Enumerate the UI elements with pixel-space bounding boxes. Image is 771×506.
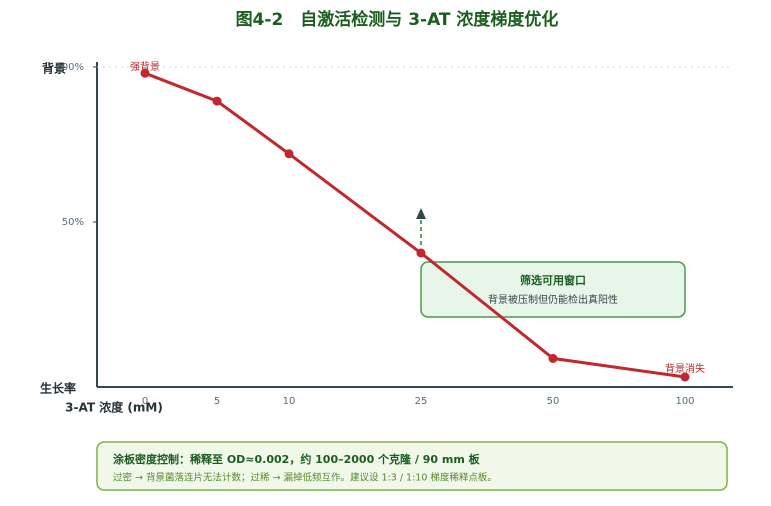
note-box: [96, 441, 728, 491]
point: [548, 353, 558, 363]
y-tick-label: 100%: [55, 62, 84, 73]
x-label: 3-AT 浓度 (mM): [65, 400, 163, 415]
annotation: 背景消失: [665, 362, 705, 375]
point: [680, 372, 690, 382]
point: [284, 149, 294, 159]
x-tick-label: 0: [142, 396, 148, 407]
y-tick-label: 50%: [62, 217, 84, 228]
point: [212, 96, 222, 106]
x-tick-label: 10: [283, 396, 296, 407]
x-tick-label: 100: [675, 396, 694, 407]
window-box: [420, 261, 686, 318]
point: [416, 248, 426, 258]
line: [144, 71, 686, 379]
note-text: 过密 → 背景菌落连片无法计数；过稀 → 漏掉低频互作。建议设 1:3 / 1:…: [113, 472, 497, 484]
annotation: 强背景: [130, 60, 160, 73]
y-label-bottom: 生长率: [40, 381, 76, 396]
x-tick-label: 50: [547, 396, 560, 407]
point: [140, 68, 150, 78]
chart-title: 图4-2 自激活检测与 3-AT 浓度梯度优化: [236, 9, 559, 30]
arrow-head: [416, 208, 426, 219]
x-tick-label: 5: [214, 396, 220, 407]
x-tick-label: 25: [415, 396, 428, 407]
y-label-top: 背景: [42, 61, 66, 76]
note-title: 涂板密度控制：稀释至 OD≈0.002，约 100–2000 个克隆 / 90 …: [113, 452, 481, 466]
window-title: 筛选可用窗口: [520, 273, 586, 287]
window-text: 背景被压制但仍能检出真阳性: [488, 293, 618, 306]
